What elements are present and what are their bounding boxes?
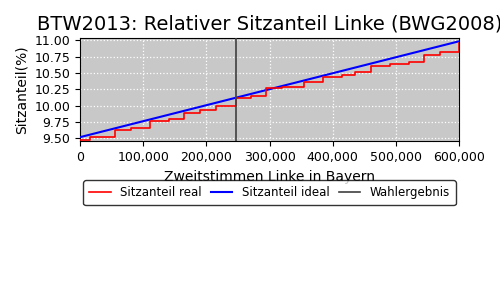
Sitzanteil real [352, 70, 358, 74]
Sitzanteil real [320, 80, 326, 84]
Sitzanteil real [77, 138, 83, 142]
Sitzanteil real [406, 60, 411, 64]
Sitzanteil real [264, 86, 270, 90]
Sitzanteil real [456, 50, 462, 54]
Sitzanteil real [437, 53, 443, 56]
Title: BTW2013: Relativer Sitzanteil Linke (BWG2008): BTW2013: Relativer Sitzanteil Linke (BWG… [37, 15, 500, 34]
Sitzanteil real [166, 117, 172, 120]
Sitzanteil real [248, 94, 254, 98]
Sitzanteil real [422, 60, 428, 64]
Sitzanteil real [146, 119, 152, 122]
Sitzanteil real [112, 128, 118, 131]
Sitzanteil real [406, 63, 411, 66]
Sitzanteil real [386, 63, 392, 66]
Sitzanteil real [456, 41, 462, 45]
Sitzanteil real [197, 112, 203, 115]
Sitzanteil real [437, 50, 443, 54]
Sitzanteil real [368, 70, 374, 74]
Sitzanteil real [86, 138, 92, 142]
Sitzanteil real [128, 127, 134, 130]
Sitzanteil real [386, 64, 392, 68]
Sitzanteil real [352, 73, 358, 77]
Y-axis label: Sitzanteil(%): Sitzanteil(%) [15, 46, 29, 134]
Sitzanteil real [368, 64, 374, 68]
Sitzanteil real [422, 53, 428, 56]
Sitzanteil real [302, 85, 308, 89]
Sitzanteil real [182, 112, 188, 115]
Sitzanteil real [182, 117, 188, 120]
Sitzanteil real [279, 85, 285, 89]
Sitzanteil real [264, 94, 270, 98]
Sitzanteil real [339, 75, 345, 79]
Sitzanteil real [166, 119, 172, 122]
Sitzanteil real [197, 108, 203, 112]
Sitzanteil real [339, 73, 345, 77]
X-axis label: Zweitstimmen Linke in Bayern: Zweitstimmen Linke in Bayern [164, 169, 375, 184]
Sitzanteil real [302, 80, 308, 84]
Sitzanteil real [86, 135, 92, 139]
Legend: Sitzanteil real, Sitzanteil ideal, Wahlergebnis: Sitzanteil real, Sitzanteil ideal, Wahle… [84, 180, 456, 205]
Sitzanteil real [213, 108, 219, 112]
Sitzanteil real [213, 104, 219, 107]
Line: Sitzanteil real: Sitzanteil real [80, 43, 459, 140]
Sitzanteil real [248, 96, 254, 100]
Sitzanteil real [112, 135, 118, 139]
Sitzanteil real [320, 75, 326, 79]
Sitzanteil real [146, 127, 152, 130]
Sitzanteil real [233, 96, 239, 100]
Sitzanteil real [128, 128, 134, 131]
Sitzanteil real [233, 104, 239, 107]
Sitzanteil real [279, 86, 285, 90]
